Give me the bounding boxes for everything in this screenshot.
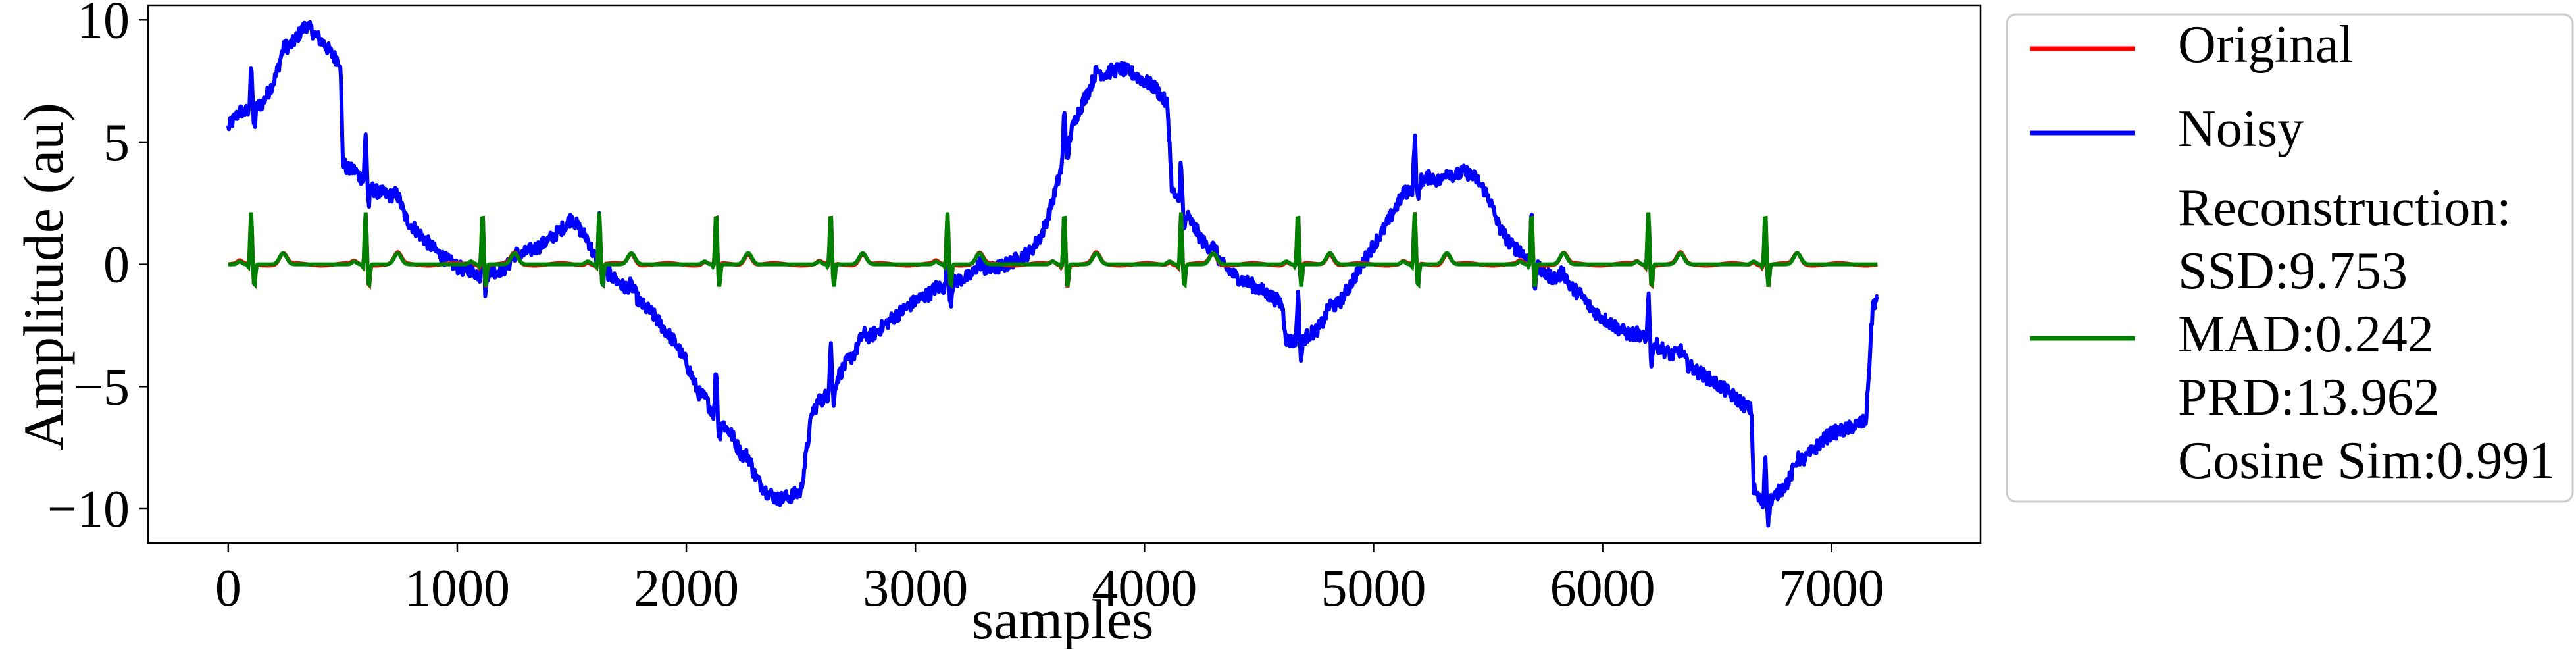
y-tick-label: −5 xyxy=(74,358,130,416)
legend-label: Reconstruction: xyxy=(2178,179,2512,237)
x-tick-label: 0 xyxy=(215,559,241,617)
series-reconstruction-line xyxy=(228,212,1878,289)
x-tick-label: 5000 xyxy=(1321,559,1426,617)
x-axis-label: samples xyxy=(971,588,1153,649)
x-tick-label: 2000 xyxy=(634,559,739,617)
axes: 0 1000 2000 3000 4000 5000 6000 7000 −10 −5 0 5 10 xyxy=(47,0,1982,617)
legend-label: Original xyxy=(2178,16,2354,74)
legend-label: MAD:0.242 xyxy=(2178,305,2434,363)
x-tick-label: 4000 xyxy=(1092,559,1197,617)
y-tick-label: 0 xyxy=(103,236,130,294)
legend-label: Cosine Sim:0.991 xyxy=(2178,432,2555,490)
legend-label: PRD:13.962 xyxy=(2178,369,2440,427)
legend-label: SSD:9.753 xyxy=(2178,242,2408,300)
plot-area xyxy=(226,20,1879,528)
x-tick-label: 1000 xyxy=(405,559,510,617)
legend-frame xyxy=(2006,13,2574,503)
y-tick-label: 10 xyxy=(77,0,130,49)
series-noisy-line xyxy=(226,20,1879,528)
x-tick-label: 3000 xyxy=(863,559,968,617)
y-tick-label: 5 xyxy=(103,114,130,172)
legend: Original Noisy Reconstruction:SSD:9.753MAD… xyxy=(2006,13,2574,503)
legend-label: Noisy xyxy=(2178,100,2304,158)
x-tick-label: 7000 xyxy=(1779,559,1884,617)
y-axis-label: Amplitude (au) xyxy=(12,103,75,450)
y-tick-label: −10 xyxy=(47,480,130,538)
axes-frame xyxy=(147,4,1982,544)
x-tick-label: 6000 xyxy=(1550,559,1655,617)
